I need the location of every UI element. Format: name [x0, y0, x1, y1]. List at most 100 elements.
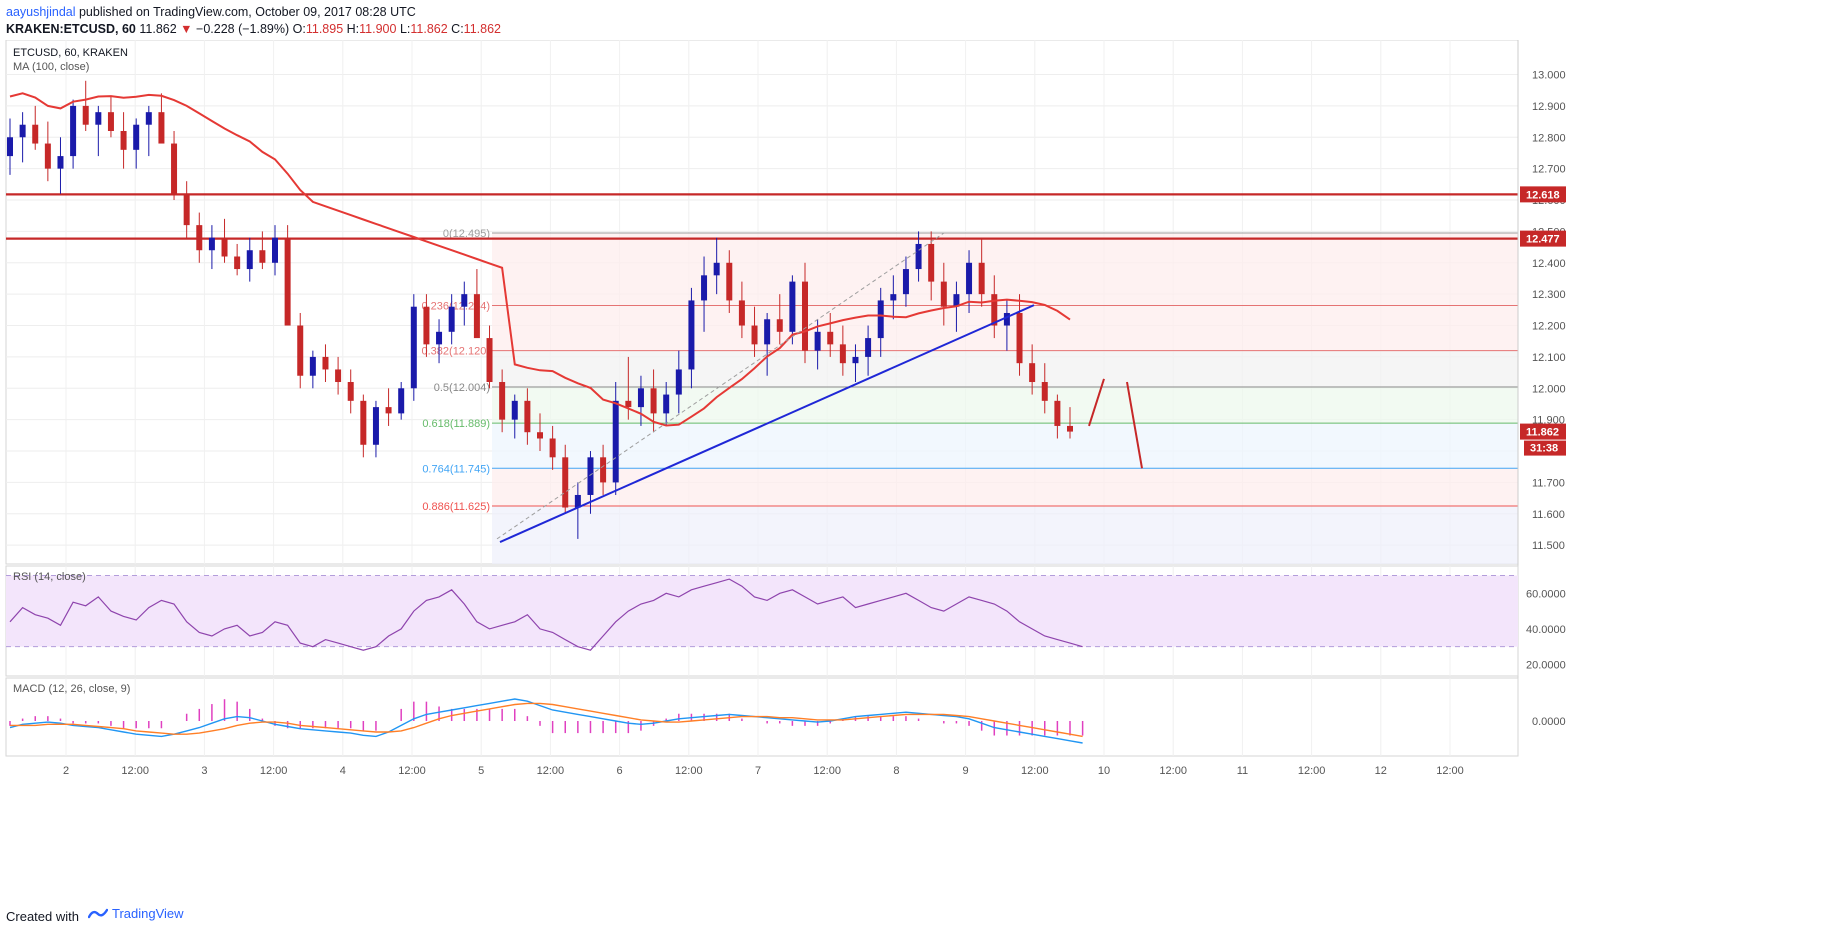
time-tick-label: 12:00 — [1436, 765, 1464, 777]
candle-body — [524, 400, 531, 433]
price-tick-label: 12.200 — [1532, 321, 1566, 333]
candle-body — [473, 294, 480, 339]
candle-body — [259, 250, 266, 263]
projection-down-line — [1126, 381, 1143, 469]
fib-zone — [492, 505, 1518, 564]
fib-level-label: 0.618(11.889) — [422, 418, 490, 430]
candle-body — [776, 319, 783, 332]
candle-body — [234, 256, 241, 270]
candle-body — [486, 338, 493, 383]
candle-body — [171, 143, 178, 194]
candle-body — [637, 388, 644, 408]
fibonacci-retracement[interactable]: 0(12.495) 0.236(12.264) 0.382(12.120) 0.5(1… — [422, 228, 1519, 564]
candle-body — [70, 105, 77, 157]
chart-title: ETCUSD, 60, KRAKEN — [13, 47, 128, 59]
candle-body — [713, 262, 720, 276]
candle-body — [650, 388, 657, 414]
candle-body — [865, 338, 872, 357]
time-tick-label: 10 — [1098, 765, 1110, 777]
time-tick-label: 2 — [63, 765, 69, 777]
candle-body — [1041, 382, 1048, 401]
candle-body — [360, 400, 367, 445]
time-tick-label: 12:00 — [1021, 765, 1049, 777]
moving-average — [9, 92, 1071, 427]
fib-level-label: 0.764(11.745) — [422, 463, 490, 475]
rsi-tick-label: 20.0000 — [1526, 659, 1566, 671]
chart-header: aayushjindal published on TradingView.co… — [0, 0, 1824, 40]
price-axis[interactable]: 13.00012.90012.80012.70012.60012.50012.4… — [1517, 40, 1566, 756]
price-tick-label: 13.000 — [1532, 70, 1566, 82]
time-axis[interactable]: 2 12:00 3 12:00 4 12:00 5 12:00 6 12:00 7 12:00 8 9 12… — [63, 765, 1464, 777]
candle-body — [701, 275, 708, 301]
candle-body — [852, 356, 859, 364]
candle-body — [322, 356, 329, 370]
candle-body — [663, 394, 670, 414]
last-price: 11.862 — [139, 22, 177, 36]
candle-body — [183, 193, 190, 226]
candle-body — [802, 281, 808, 351]
candle-body — [1067, 425, 1073, 432]
candle-body — [95, 112, 102, 125]
time-tick-label: 12:00 — [1159, 765, 1187, 777]
candle-body — [600, 457, 607, 483]
candle-body — [991, 294, 998, 326]
candle-body — [890, 294, 897, 301]
time-tick-label: 6 — [617, 765, 623, 777]
candle-body — [625, 400, 632, 408]
candle-body — [675, 369, 682, 395]
fib-zone — [492, 305, 1518, 351]
rsi-tick-label: 40.0000 — [1526, 624, 1566, 636]
candle-body — [385, 407, 392, 414]
candle-body — [574, 494, 581, 508]
candle-body — [1016, 312, 1023, 364]
candle-body — [347, 382, 354, 401]
candle-body — [499, 382, 506, 420]
candle-body — [738, 300, 745, 326]
candle-body — [902, 269, 909, 295]
signal-line — [10, 702, 1083, 738]
candle-body — [1029, 363, 1036, 383]
low-label: L: — [399, 22, 411, 36]
price-level-tag-text: 12.618 — [1526, 189, 1560, 201]
candle-body — [82, 105, 89, 125]
time-tick-label: 12:00 — [121, 765, 149, 777]
candle-body — [398, 388, 405, 414]
chart-canvas[interactable]: 0(12.495) 0.236(12.264) 0.382(12.120) 0.5(1… — [0, 40, 1824, 900]
candle-body — [284, 237, 291, 326]
candle-body — [1054, 400, 1061, 426]
time-tick-label: 3 — [201, 765, 207, 777]
time-tick-label: 4 — [340, 765, 346, 777]
candle-body — [461, 294, 468, 307]
candle-body — [410, 306, 417, 389]
tradingview-link[interactable]: TradingView — [88, 906, 184, 921]
candle-body — [562, 457, 569, 508]
close-label: C: — [451, 22, 464, 36]
quote-line: KRAKEN:ETCUSD, 60 11.862 ▼ −0.228 (−1.89… — [6, 22, 501, 36]
fib-level-label: 0.382(12.120) — [422, 346, 491, 358]
ma-100-line — [9, 92, 1071, 427]
countdown-tag — [1524, 440, 1566, 456]
fib-level-label: 0.5(12.004) — [434, 382, 490, 394]
candle-body — [309, 356, 316, 376]
candle-body — [814, 331, 821, 351]
candle-body — [107, 112, 114, 131]
candle-body — [688, 300, 695, 370]
candle-body — [953, 294, 960, 307]
time-tick-label: 12:00 — [260, 765, 288, 777]
tradingview-brand: TradingView — [112, 906, 184, 921]
price-tick-label: 12.100 — [1532, 352, 1566, 364]
author-link[interactable]: aayushjindal — [6, 5, 76, 19]
fib-anchor-line — [496, 232, 945, 540]
candle-body — [246, 250, 253, 270]
drawings[interactable] — [496, 232, 1143, 543]
fib-zone — [492, 387, 1518, 424]
change-arrow-icon: ▼ — [180, 22, 193, 36]
price-tick-label: 12.400 — [1532, 258, 1566, 270]
candle-body — [928, 243, 935, 282]
price-level-tag — [1520, 230, 1566, 247]
published-text: published on TradingView.com, October 09… — [78, 5, 416, 19]
horizontal-levels[interactable] — [6, 193, 1518, 240]
rsi-line — [9, 578, 1083, 651]
time-tick-label: 8 — [893, 765, 899, 777]
rsi-band — [6, 575, 1518, 647]
